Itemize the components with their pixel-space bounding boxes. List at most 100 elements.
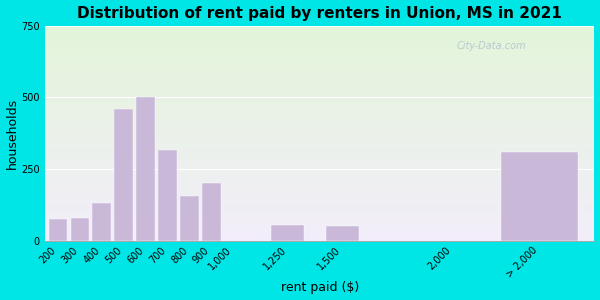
Bar xyxy=(45,122,595,124)
Bar xyxy=(45,84,595,85)
Bar xyxy=(45,72,595,73)
Bar xyxy=(45,194,595,196)
Bar xyxy=(45,222,595,224)
Bar xyxy=(45,217,595,218)
Bar xyxy=(45,232,595,233)
Bar xyxy=(45,180,595,181)
Bar xyxy=(45,29,595,30)
Bar xyxy=(45,135,595,136)
Bar xyxy=(45,203,595,204)
Bar xyxy=(45,235,595,236)
Bar xyxy=(45,47,595,48)
Bar xyxy=(45,101,595,102)
Bar xyxy=(45,188,595,189)
Bar xyxy=(45,27,595,28)
Bar xyxy=(45,60,595,61)
Bar xyxy=(45,83,595,84)
Bar xyxy=(45,94,595,96)
Bar xyxy=(202,183,221,241)
Bar xyxy=(45,68,595,69)
Bar xyxy=(45,224,595,226)
Bar xyxy=(45,183,595,184)
Bar xyxy=(45,113,595,114)
Bar xyxy=(45,146,595,147)
Bar xyxy=(45,165,595,166)
Bar xyxy=(45,67,595,68)
Bar xyxy=(45,136,595,137)
Bar xyxy=(45,218,595,219)
Bar xyxy=(45,110,595,111)
Bar xyxy=(326,226,359,241)
Bar xyxy=(45,161,595,162)
Bar xyxy=(45,54,595,55)
Bar xyxy=(45,115,595,116)
Bar xyxy=(45,85,595,86)
Bar xyxy=(49,219,67,241)
Bar xyxy=(45,107,595,109)
Bar xyxy=(45,70,595,71)
Bar xyxy=(45,56,595,57)
Bar xyxy=(45,55,595,56)
Bar xyxy=(45,81,595,82)
Bar xyxy=(45,150,595,152)
Bar xyxy=(45,233,595,234)
Bar xyxy=(45,116,595,117)
Bar xyxy=(45,119,595,120)
Bar xyxy=(45,31,595,32)
Bar xyxy=(45,159,595,160)
Bar xyxy=(45,35,595,37)
Bar xyxy=(45,38,595,39)
Bar xyxy=(45,154,595,155)
Bar xyxy=(45,205,595,206)
Bar xyxy=(45,96,595,97)
Bar xyxy=(45,103,595,104)
Bar xyxy=(45,175,595,176)
Bar xyxy=(45,105,595,106)
Bar xyxy=(45,66,595,67)
Bar xyxy=(45,216,595,217)
Bar xyxy=(45,139,595,140)
Bar xyxy=(45,134,595,135)
Bar xyxy=(45,69,595,70)
Bar xyxy=(45,234,595,235)
Bar xyxy=(45,219,595,220)
Bar xyxy=(45,86,595,87)
Bar xyxy=(45,100,595,101)
Bar xyxy=(45,236,595,237)
Bar xyxy=(45,50,595,51)
Bar xyxy=(45,58,595,59)
Bar xyxy=(45,130,595,131)
Bar xyxy=(45,46,595,47)
X-axis label: rent paid ($): rent paid ($) xyxy=(281,281,359,294)
Bar xyxy=(45,127,595,128)
Bar xyxy=(502,152,578,241)
Bar xyxy=(45,237,595,238)
Bar xyxy=(45,191,595,192)
Bar xyxy=(45,164,595,165)
Bar xyxy=(45,51,595,52)
Bar xyxy=(45,129,595,130)
Bar xyxy=(45,102,595,103)
Bar xyxy=(45,179,595,180)
Bar xyxy=(45,87,595,88)
Bar xyxy=(45,88,595,89)
Bar xyxy=(92,203,111,241)
Bar xyxy=(45,209,595,211)
Bar xyxy=(45,190,595,191)
Bar xyxy=(45,157,595,158)
Bar xyxy=(45,57,595,58)
Bar xyxy=(45,40,595,41)
Bar xyxy=(45,171,595,172)
Bar xyxy=(45,173,595,174)
Bar xyxy=(45,143,595,144)
Bar xyxy=(45,178,595,179)
Bar xyxy=(45,33,595,34)
Bar xyxy=(45,199,595,200)
Bar xyxy=(45,152,595,154)
Bar xyxy=(45,74,595,75)
Bar xyxy=(45,90,595,92)
Bar xyxy=(45,32,595,33)
Bar xyxy=(45,187,595,188)
Bar xyxy=(45,185,595,186)
Bar xyxy=(45,200,595,201)
